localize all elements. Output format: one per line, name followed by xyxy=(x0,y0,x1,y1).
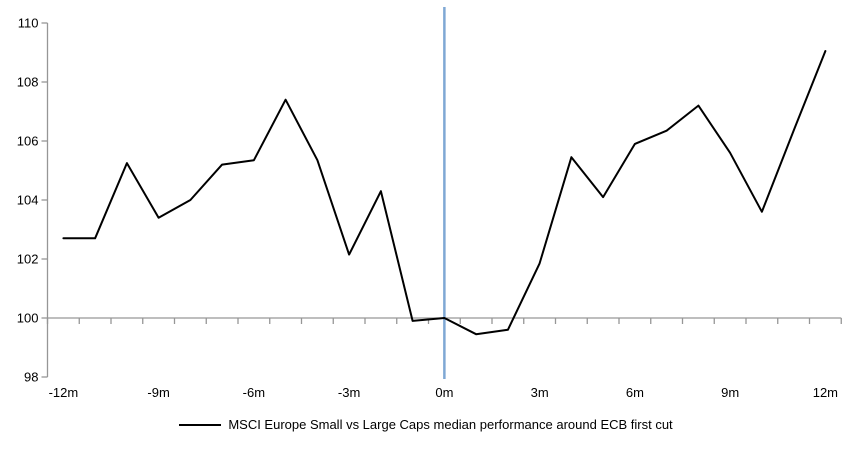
y-axis-tick-label: 110 xyxy=(18,16,39,31)
y-axis-tick-label: 106 xyxy=(17,134,39,149)
x-axis-tick-label: 3m xyxy=(531,385,549,400)
x-axis-tick-label: -3m xyxy=(338,385,360,400)
chart-legend: MSCI Europe Small vs Large Caps median p… xyxy=(0,417,852,432)
y-axis-tick-label: 98 xyxy=(24,370,38,385)
x-axis-tick-label: 9m xyxy=(721,385,739,400)
legend-label: MSCI Europe Small vs Large Caps median p… xyxy=(228,417,673,432)
y-axis-tick-label: 102 xyxy=(17,252,39,267)
x-axis-tick-label: 6m xyxy=(626,385,644,400)
x-axis-tick-label: 12m xyxy=(813,385,838,400)
x-axis-tick-label: -9m xyxy=(147,385,169,400)
y-axis-tick-label: 100 xyxy=(17,311,39,326)
series-line xyxy=(62,50,827,336)
legend-line-swatch xyxy=(179,423,222,426)
y-axis-tick-label: 108 xyxy=(17,75,39,90)
x-axis-tick-label: -12m xyxy=(49,385,79,400)
x-axis-tick-label: -6m xyxy=(243,385,265,400)
y-axis-tick-label: 104 xyxy=(17,193,39,208)
x-axis-tick-label: 0m xyxy=(435,385,453,400)
